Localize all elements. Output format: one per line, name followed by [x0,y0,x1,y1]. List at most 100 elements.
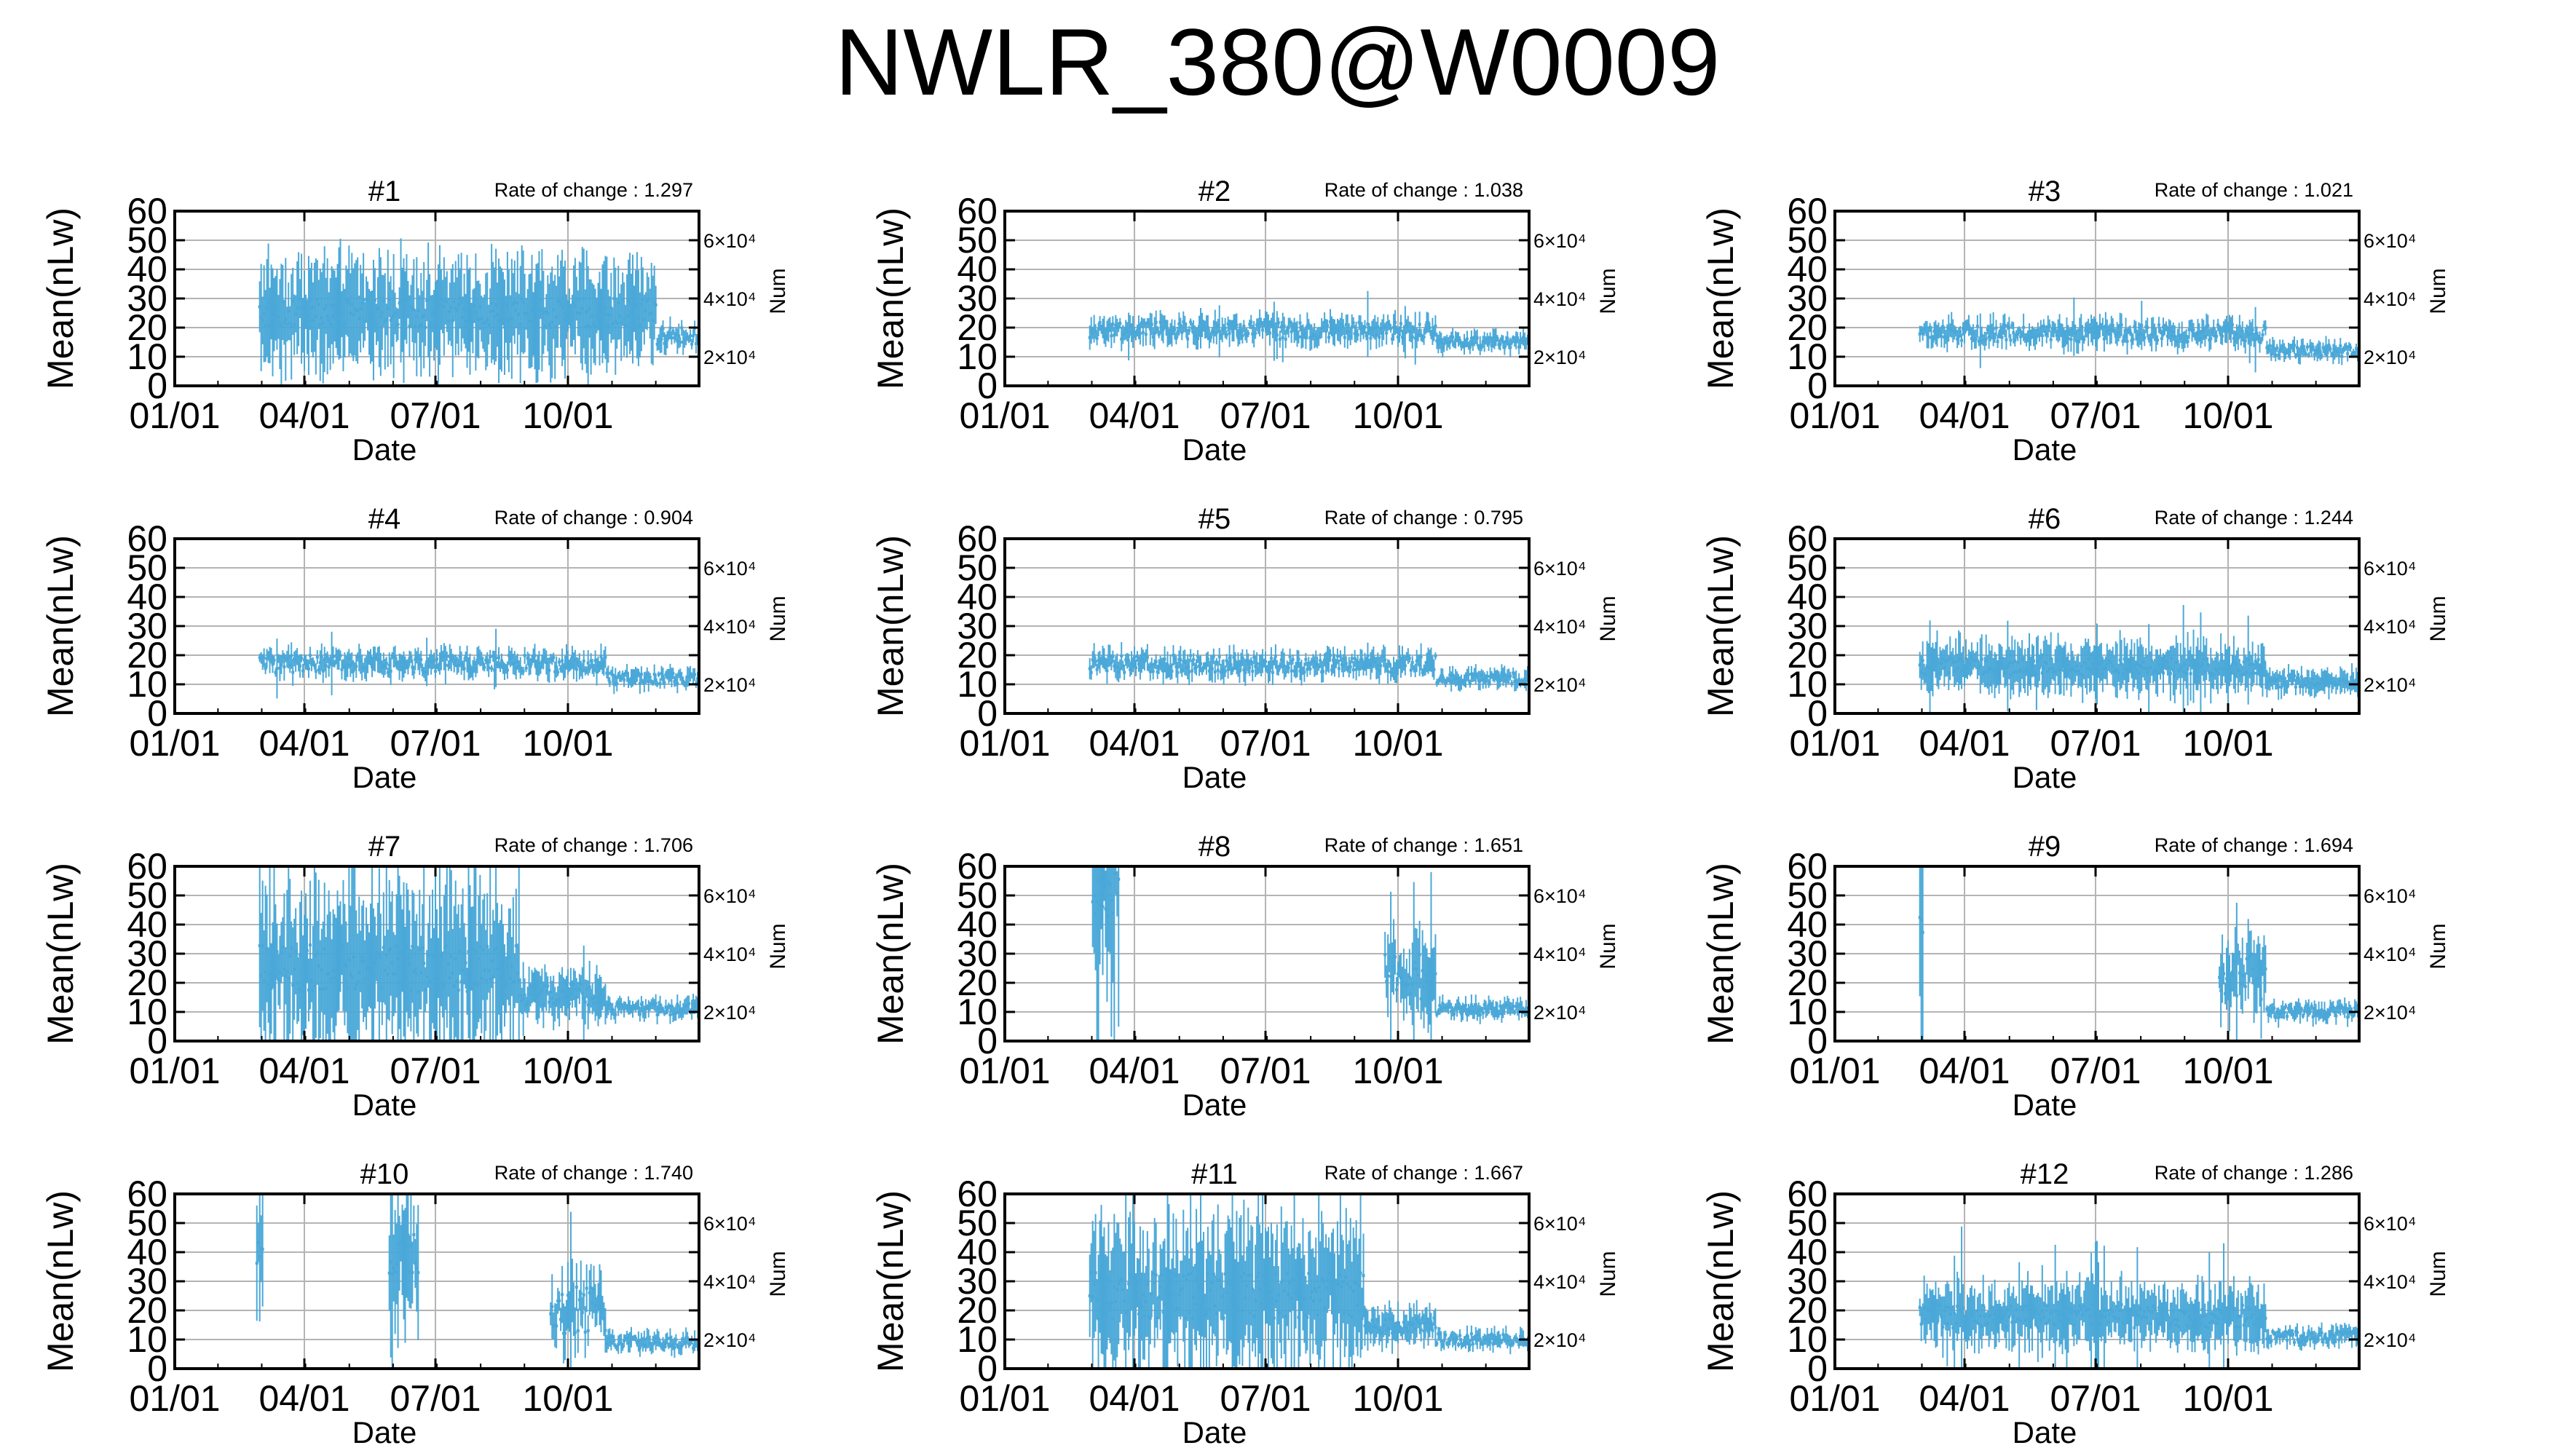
data-point [2134,668,2138,672]
data-point [290,654,293,657]
data-point [2183,338,2187,341]
y-tick-label: 50 [957,220,998,261]
data-point [1520,678,1524,682]
data-point [2059,328,2063,332]
data-point [1137,325,1140,329]
data-point [1297,335,1300,339]
data-point [1313,665,1316,668]
data-point [1288,320,1292,324]
data-point [645,673,649,677]
data-point [1978,664,1982,668]
data-point [409,989,413,992]
data-point [393,972,397,976]
data-point [1095,900,1099,903]
data-point [510,965,513,968]
rate-of-change-label: Rate of change : 1.038 [1324,179,1523,201]
data-point [1118,322,1122,325]
data-point [1206,326,1209,330]
data-point [491,309,495,312]
data-point [1515,339,1518,342]
data-point [461,664,465,668]
data-point [1142,660,1146,663]
data-point [1235,323,1239,327]
data-point [677,1010,681,1013]
data-point [2090,670,2093,673]
data-point [2150,333,2154,336]
data-point [2307,353,2310,357]
data-point [2176,340,2179,344]
data-point [399,298,403,302]
data-point [599,995,603,999]
x-tick-label: 04/01 [258,395,350,436]
data-point [1512,671,1515,675]
data-point [1138,332,1142,336]
data-point [2256,657,2260,661]
data-point [1983,339,1986,343]
data-point [490,960,494,963]
data-point [1480,346,1483,349]
data-point [651,681,655,685]
data-point [2212,327,2216,331]
data-point [529,319,532,323]
data-point [493,668,497,672]
data-point [454,957,457,961]
data-point [480,657,483,660]
data-point [1399,976,1402,980]
y-tick-label: 20 [957,635,998,676]
data-point [1510,1006,1514,1010]
y-tick-label: 60 [957,191,998,232]
data-point [2339,344,2342,348]
data-point [1372,655,1375,659]
data-point [1104,663,1107,667]
data-point [648,676,652,679]
data-point [1919,328,1923,332]
data-point [674,333,678,336]
data-point [465,657,469,661]
data-point [2121,339,2125,343]
data-point [2007,661,2011,665]
data-point [1129,668,1132,671]
data-point [583,1000,587,1004]
data-point [2046,670,2050,673]
data-point [1217,655,1221,659]
data-point [1220,668,1224,671]
data-point [1971,331,1975,335]
data-point [433,659,436,662]
data-point [2096,335,2098,339]
data-point [1166,332,1169,336]
data-point [2112,670,2116,673]
data-point [2047,667,2051,670]
data-point [2120,323,2123,327]
y-tick-label: 40 [127,577,167,617]
data-point [1509,674,1512,678]
data-point [262,978,266,982]
y2-tick-label: 4×10⁴ [703,288,756,310]
data-point [1129,323,1132,327]
data-point [327,665,331,669]
data-point [2255,671,2259,675]
data-point [419,657,423,661]
data-point [625,314,629,318]
data-point [438,662,441,665]
data-point [689,672,692,676]
data-point [430,322,433,325]
data-point [2218,328,2222,331]
data-point [1485,338,1489,341]
data-point [1498,678,1502,682]
data-point [462,951,466,955]
data-point [487,969,491,973]
data-point [442,985,446,989]
data-point [2093,667,2096,670]
data-point [406,298,410,301]
data-point [2002,665,2005,669]
data-point [536,321,540,325]
data-point [411,665,414,669]
data-point [489,655,492,659]
data-point [1228,656,1231,660]
data-point [2215,669,2219,673]
data-point [609,306,613,310]
data-point [1317,335,1321,339]
chart-title: #4 [368,503,401,535]
data-point [585,668,588,672]
data-point [674,1011,678,1015]
